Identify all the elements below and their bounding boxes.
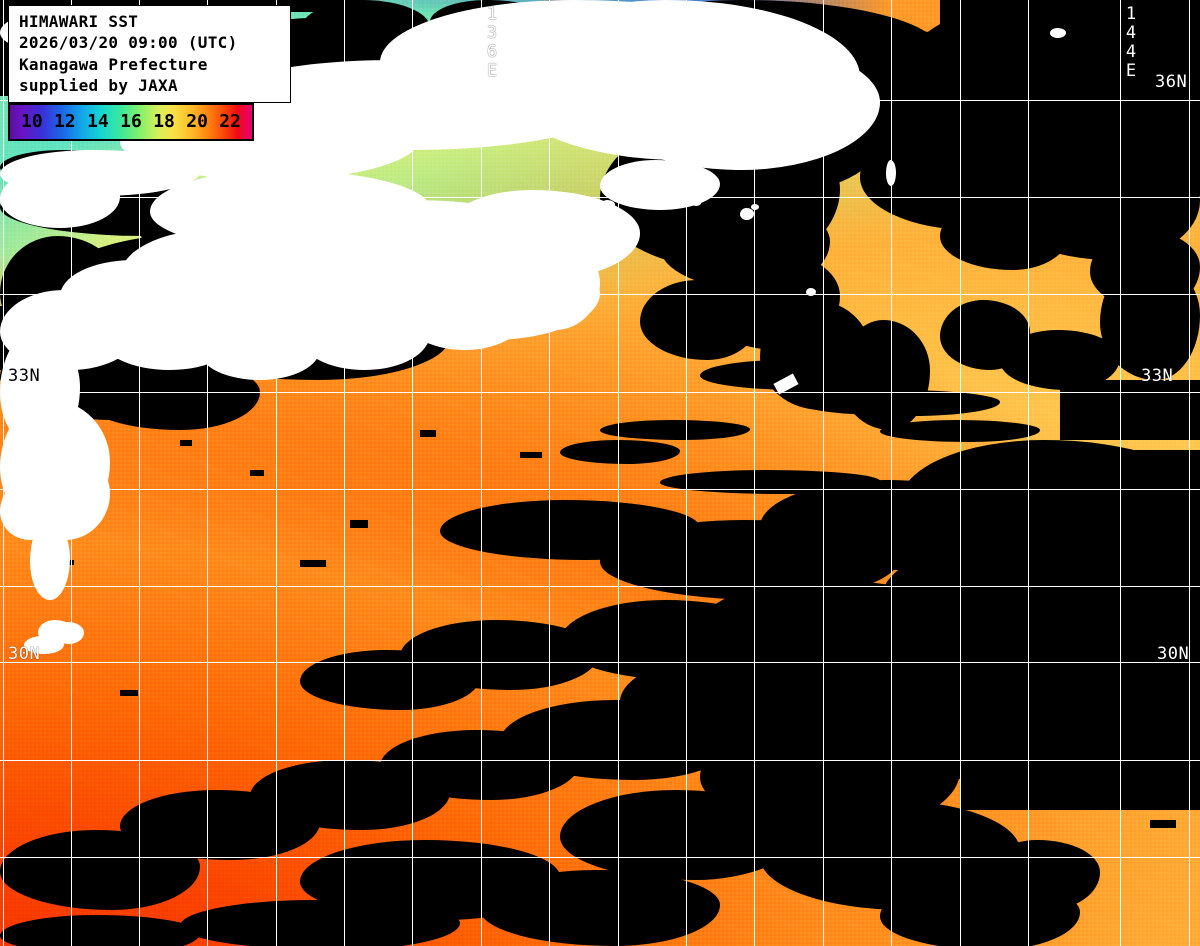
product-timestamp: 2026/03/20 09:00 (UTC) [19, 33, 238, 53]
colorbar-tick: 22 [219, 111, 241, 132]
temperature-colorbar: 10 12 14 16 18 20 22 [8, 103, 254, 141]
product-credit: supplied by JAXA [19, 75, 178, 95]
graticule-label-latitude: 36N [1155, 72, 1188, 92]
colorbar-tick: 10 [21, 111, 43, 132]
colorbar-tick: 14 [87, 111, 109, 132]
product-caption-box: HIMAWARI SST 2026/03/20 09:00 (UTC) Kana… [8, 5, 291, 104]
graticule-label-longitude: 144E [1121, 4, 1141, 80]
graticule-label-latitude: 30N [8, 644, 41, 664]
colorbar-tick: 12 [54, 111, 76, 132]
graticule-label-latitude: 33N [1141, 366, 1174, 386]
product-region: Kanagawa Prefecture [19, 54, 208, 74]
colorbar-tick: 20 [186, 111, 208, 132]
graticule-label-latitude: 30N [1157, 644, 1190, 664]
colorbar-tick: 18 [153, 111, 175, 132]
colorbar-tick: 16 [120, 111, 142, 132]
graticule-label-latitude: 33N [8, 366, 41, 386]
graticule-label-longitude: 136E [482, 4, 502, 80]
product-title: HIMAWARI SST [19, 12, 139, 31]
colorbar-gradient [10, 105, 252, 139]
colorbar-tick-labels: 10 12 14 16 18 20 22 [10, 105, 252, 139]
